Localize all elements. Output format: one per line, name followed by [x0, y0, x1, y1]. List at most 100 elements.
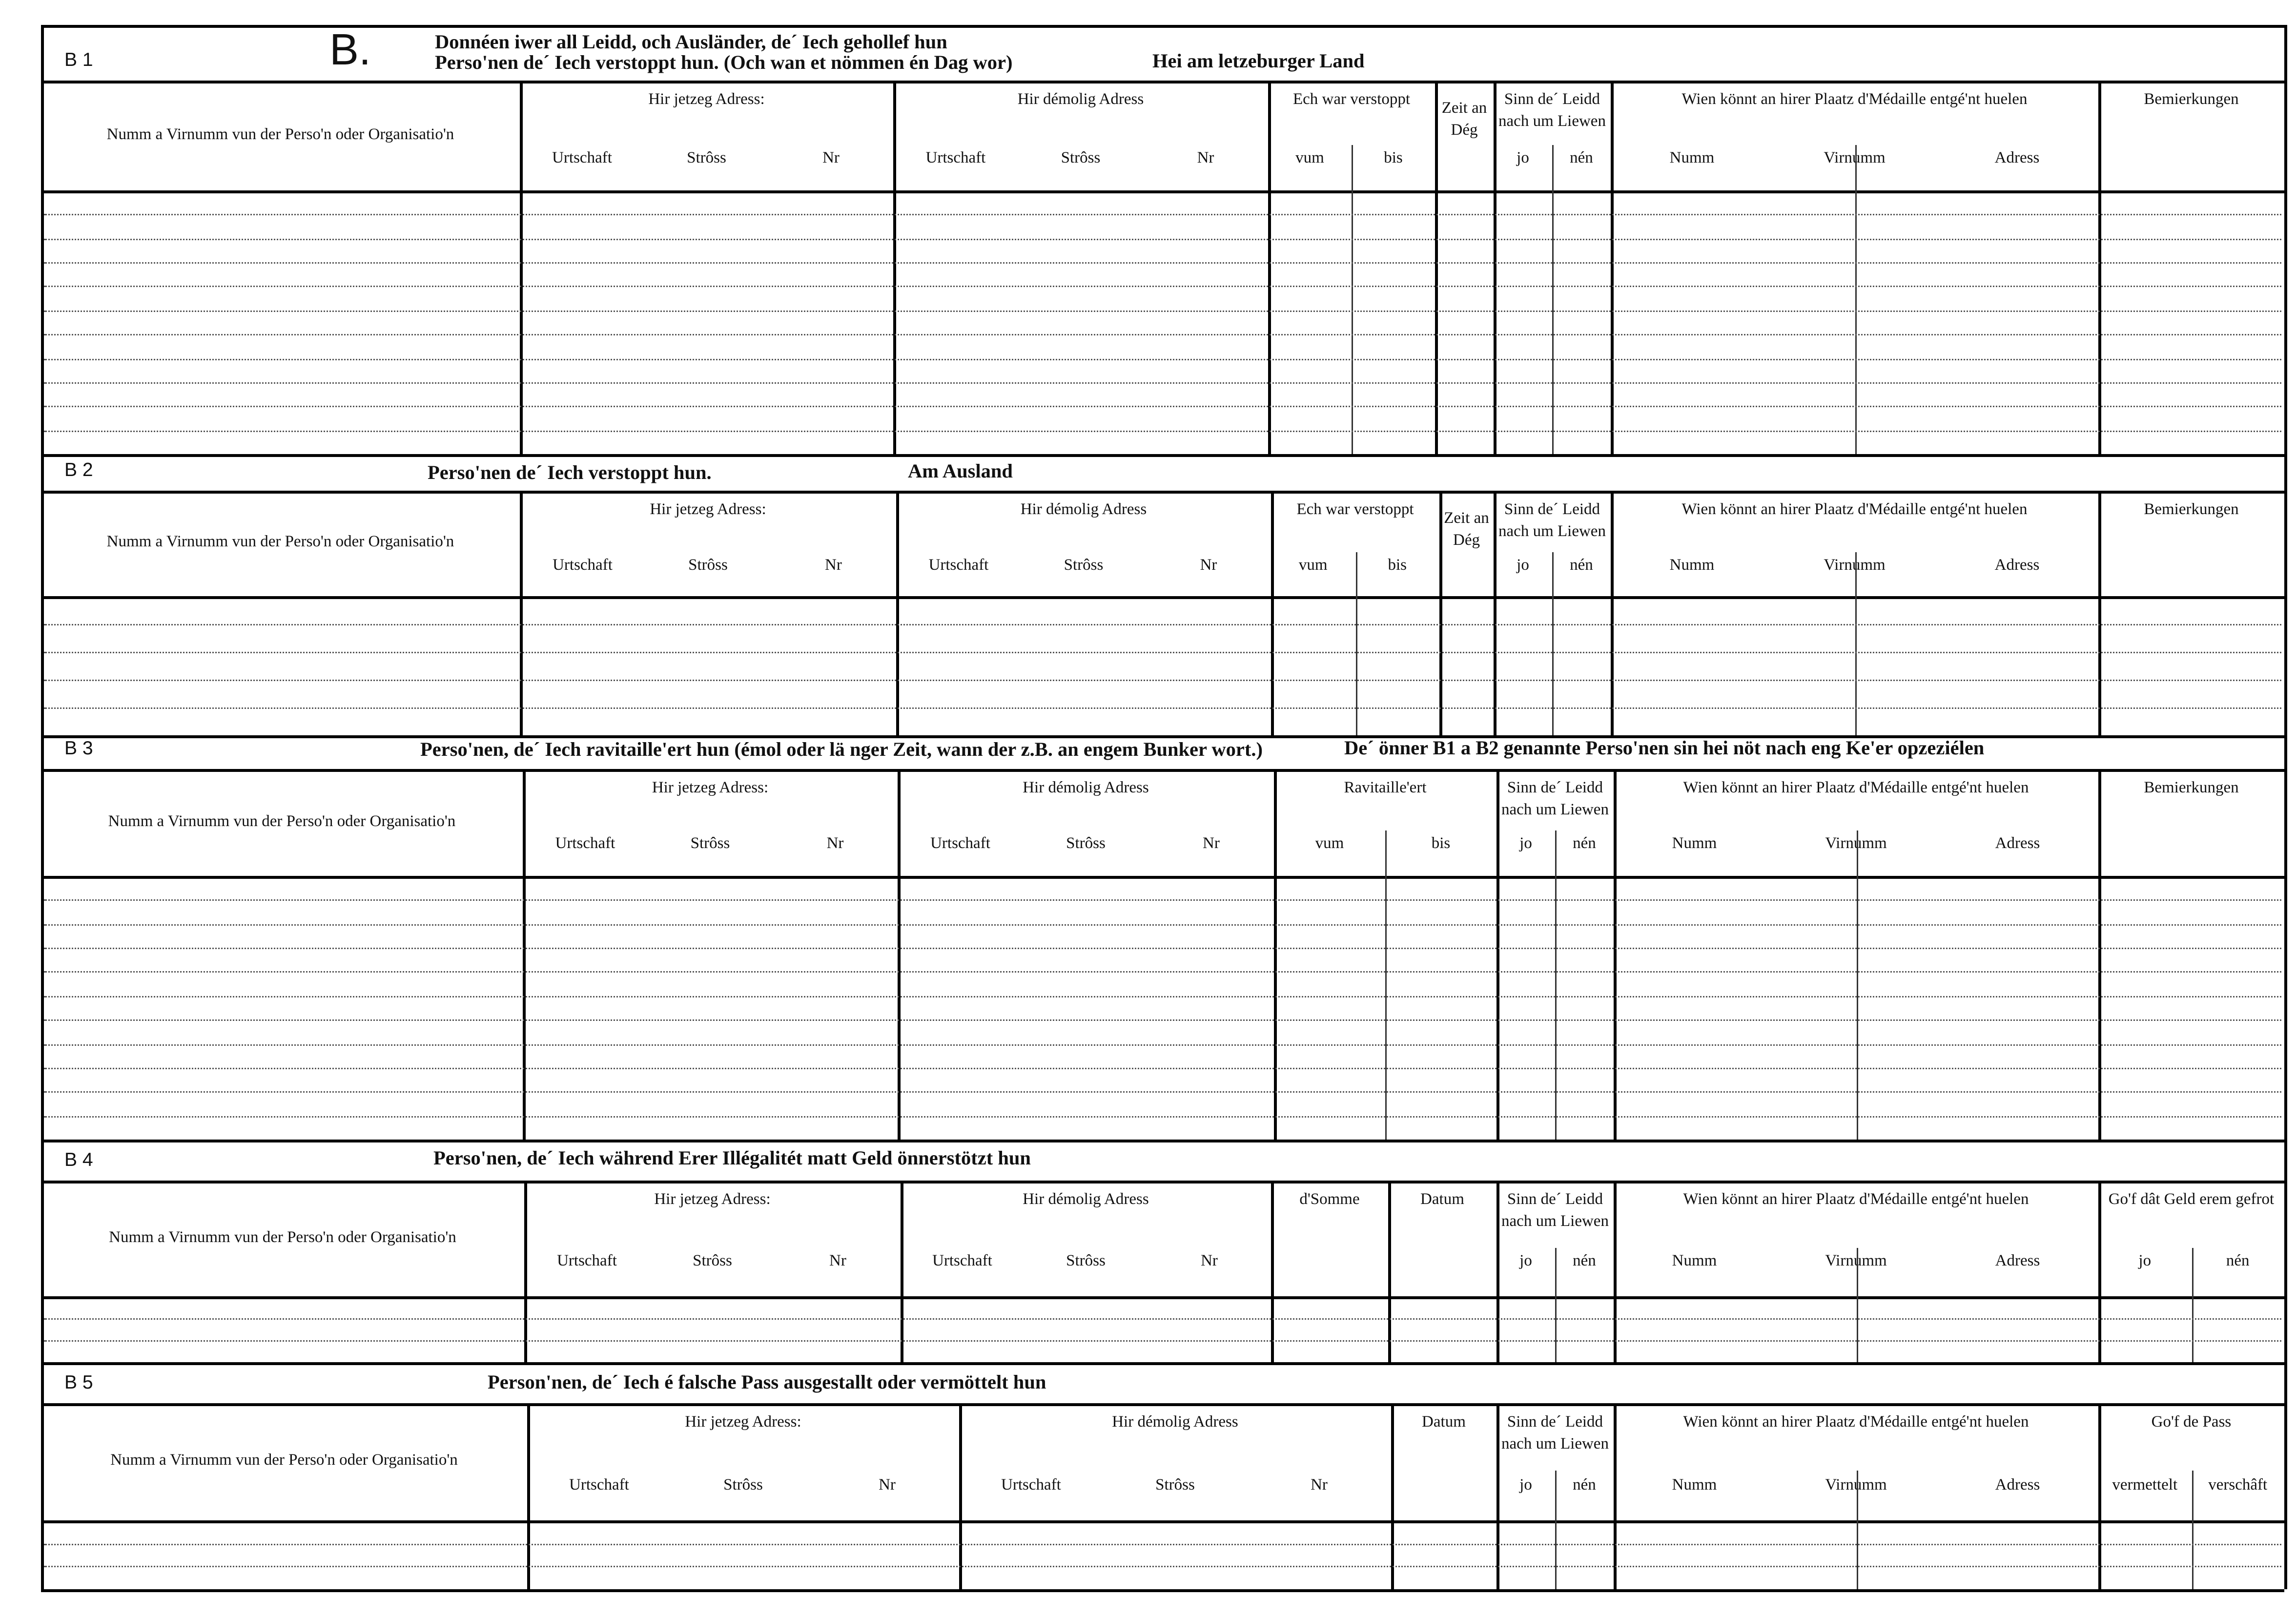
column-subheader: Strôss [1066, 835, 1106, 853]
table-row-cell[interactable] [44, 1543, 2281, 1545]
table-row-cell[interactable] [44, 1340, 2281, 1342]
column-divider [893, 81, 896, 454]
table-row-cell[interactable] [44, 707, 2281, 709]
table-row-cell[interactable] [44, 430, 2281, 432]
column-subheader: Strôss [1064, 556, 1104, 574]
column-subheader: Numm [1669, 148, 1715, 166]
column-subheader: nén [1570, 148, 1593, 166]
column-subheader: Strôss [688, 556, 728, 574]
column-split [1856, 830, 1858, 1140]
header-top-border [41, 1181, 2284, 1183]
column-subheader: Nr [1203, 835, 1220, 853]
table-row-cell[interactable] [44, 996, 2281, 997]
column-subheader: bis [1388, 556, 1407, 574]
frame-right [2284, 1140, 2287, 1362]
column-header: Hir démolig Adress [1112, 1413, 1238, 1431]
column-subheader: Urtschaft [930, 835, 990, 853]
table-row-cell[interactable] [44, 1067, 2281, 1069]
form-bottom-border [41, 1589, 2284, 1592]
table-row-cell[interactable] [44, 238, 2281, 240]
column-subheader: Urtschaft [555, 835, 615, 853]
column-split [1854, 144, 1856, 454]
column-subheader: vum [1315, 835, 1344, 853]
column-header: Hir démolig Adress [1017, 91, 1144, 108]
table-row-cell[interactable] [44, 1115, 2281, 1117]
table-row-cell[interactable] [44, 1318, 2281, 1320]
column-divider [2098, 491, 2101, 735]
column-split [1856, 1247, 1858, 1362]
column-divider [1614, 1181, 1617, 1362]
column-divider [520, 491, 523, 735]
frame-right [2284, 1362, 2287, 1589]
column-subheader: Numm [1672, 835, 1717, 853]
table-row-cell[interactable] [44, 334, 2281, 336]
table-row-cell[interactable] [44, 680, 2281, 681]
column-subheader: Numm [1672, 1475, 1717, 1494]
header-top-border [41, 769, 2284, 772]
table-row-cell[interactable] [44, 406, 2281, 408]
section-code: B 4 [64, 1148, 93, 1170]
column-split [1552, 144, 1554, 454]
table-row-cell[interactable] [44, 214, 2281, 216]
table-row-cell[interactable] [44, 310, 2281, 312]
column-header: Ech war verstoppt [1296, 501, 1414, 519]
column-divider [1271, 1181, 1274, 1362]
column-header: Zeit an Dég [1441, 100, 1487, 139]
column-header: Hir jetzeg Adress: [652, 779, 769, 797]
header-top-border [41, 1403, 2284, 1406]
form-letter: B. [329, 26, 371, 75]
column-header: Wien könnt an hirer Plaatz d'Médaille en… [1681, 91, 2028, 108]
column-split [1385, 830, 1387, 1140]
table-row-cell[interactable] [44, 286, 2281, 288]
column-header: Hir jetzeg Adress: [685, 1413, 801, 1431]
column-header-name: Numm a Virnumm vun der Perso'n oder Orga… [110, 1452, 458, 1469]
column-split [1355, 552, 1357, 735]
column-divider [2098, 1403, 2101, 1589]
table-row-cell[interactable] [44, 1019, 2281, 1021]
column-subheader: Urtschaft [1001, 1475, 1061, 1494]
table-row-cell[interactable] [44, 1091, 2281, 1093]
table-row-cell[interactable] [44, 624, 2281, 625]
table-row-cell[interactable] [44, 1043, 2281, 1045]
column-subheader: bis [1384, 148, 1403, 166]
column-header-name: Numm a Virnumm vun der Perso'n oder Orga… [106, 533, 454, 551]
column-header: Sinn de´ Leidd nach um Liewen [1498, 91, 1606, 130]
column-divider [524, 1181, 527, 1362]
column-header: Datum [1420, 1191, 1464, 1208]
column-split [1552, 552, 1554, 735]
table-row-cell[interactable] [44, 948, 2281, 950]
section-subtitle: Hei am letzeburger Land [1152, 50, 1365, 72]
section-top-border [41, 735, 2284, 738]
column-header: Hir démolig Adress [1020, 501, 1147, 519]
table-row-cell[interactable] [44, 262, 2281, 264]
frame-left [41, 735, 44, 1140]
table-row-cell[interactable] [44, 652, 2281, 653]
column-header: Bemierkungen [2144, 501, 2239, 519]
table-row-cell[interactable] [44, 382, 2281, 384]
column-subheader: Adress [1994, 148, 2040, 166]
column-subheader: nén [1573, 1252, 1596, 1270]
column-subheader: Nr [825, 556, 842, 574]
column-subheader: jo [1519, 1252, 1532, 1270]
frame-right [2284, 735, 2287, 1140]
table-row-cell[interactable] [44, 972, 2281, 974]
section-code: B 1 [64, 48, 93, 70]
table-row-cell[interactable] [44, 900, 2281, 902]
frame-left [41, 454, 44, 735]
column-subheader: Urtschaft [925, 148, 986, 166]
column-subheader: jo [1519, 1475, 1532, 1494]
column-subheader: nén [2226, 1252, 2250, 1270]
column-header: Wien könnt an hirer Plaatz d'Médaille en… [1681, 501, 2028, 519]
table-row-cell[interactable] [44, 924, 2281, 926]
column-header: Hir démolig Adress [1023, 779, 1149, 797]
column-header: Sinn de´ Leidd nach um Liewen [1501, 1413, 1609, 1453]
column-divider [1496, 1403, 1499, 1589]
column-subheader: jo [1517, 556, 1529, 574]
column-header-name: Numm a Virnumm vun der Perso'n oder Orga… [108, 812, 456, 830]
column-divider [2098, 1181, 2101, 1362]
table-row-cell[interactable] [44, 1566, 2281, 1568]
header-bottom-border [41, 596, 2284, 599]
table-row-cell[interactable] [44, 358, 2281, 360]
column-divider [1494, 491, 1496, 735]
column-header: Hir démolig Adress [1023, 1191, 1149, 1208]
